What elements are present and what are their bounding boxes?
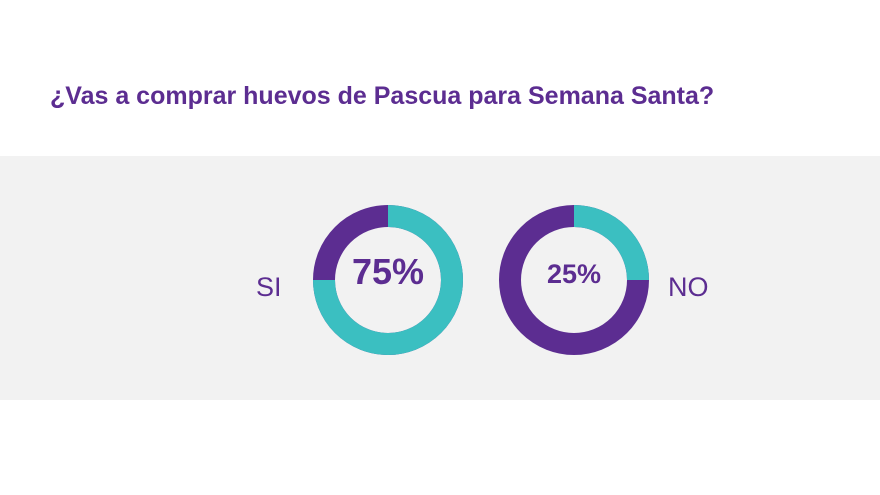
- no-label: NO: [668, 272, 709, 302]
- si-percentage: 75%: [351, 251, 425, 292]
- si-donut: [313, 205, 463, 355]
- no-percentage: 25%: [546, 259, 602, 289]
- chart-band: [0, 156, 880, 400]
- si-label: SI: [256, 272, 282, 302]
- chart-title: ¿Vas a comprar huevos de Pascua para Sem…: [50, 82, 715, 110]
- donut-arc-si: [313, 205, 463, 355]
- no-donut: [499, 205, 649, 355]
- donut-arc-no: [573, 205, 649, 281]
